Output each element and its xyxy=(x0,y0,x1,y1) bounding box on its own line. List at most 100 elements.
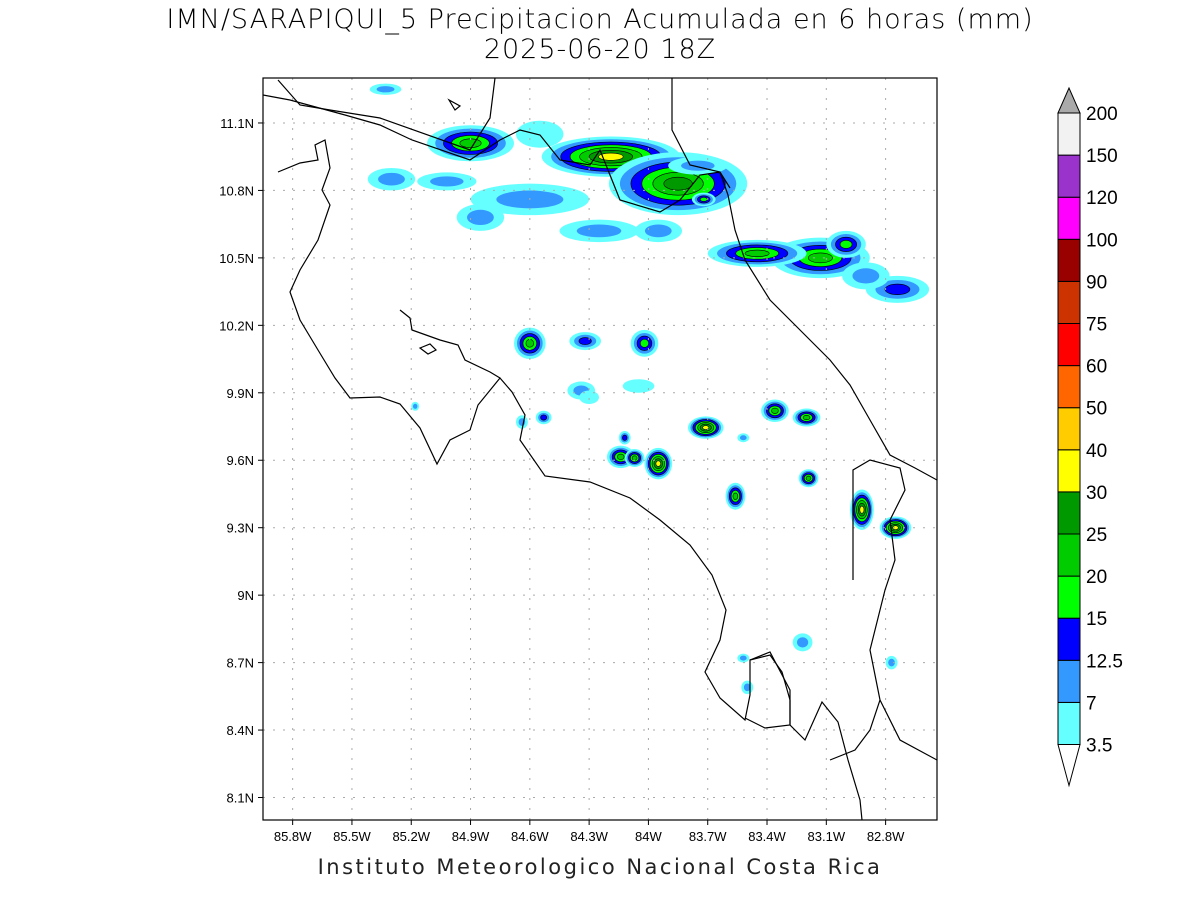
rain-cell xyxy=(624,449,645,467)
rain-contour-30 xyxy=(655,460,662,467)
lat-tick-label: 10.2N xyxy=(219,318,254,333)
colorbar-box xyxy=(1057,365,1081,409)
rain-cell xyxy=(792,633,813,652)
rain-cell xyxy=(427,125,515,162)
rain-contour-20 xyxy=(617,453,625,460)
rain-contour-20 xyxy=(802,415,811,421)
rain-contour-20 xyxy=(805,475,812,481)
rain-contour-7 xyxy=(739,655,747,661)
rain-contour-7 xyxy=(576,224,622,238)
rain-cell xyxy=(515,415,528,429)
lon-tick-label: 83.4W xyxy=(748,829,786,844)
rain-contour-12.5 xyxy=(884,283,911,295)
map-subtitle: 2025-06-20 18Z xyxy=(483,34,717,65)
lat-tick-label: 8.7N xyxy=(227,656,254,671)
lat-tick-label: 9.9N xyxy=(227,386,254,401)
rain-contour-30 xyxy=(859,505,865,514)
panama-border xyxy=(829,459,937,761)
rain-cell xyxy=(456,203,505,231)
lon-tick-label: 85.8W xyxy=(274,829,312,844)
colorbar-box xyxy=(1057,112,1081,156)
lake-nicaragua-shore xyxy=(277,78,496,151)
rain-contour-7 xyxy=(852,268,880,284)
colorbar-min-arrow xyxy=(1057,744,1081,788)
rain-cell xyxy=(559,219,639,243)
rain-contour-7 xyxy=(412,403,418,409)
colorbar-label: 100 xyxy=(1086,230,1118,251)
rain-cell xyxy=(634,219,683,243)
nicoya-gulf-coast xyxy=(399,309,501,379)
rain-cell xyxy=(725,482,746,510)
colorbar-box xyxy=(1057,659,1081,703)
lon-tick-label: 84W xyxy=(635,829,662,844)
colorbar-label: 50 xyxy=(1086,399,1107,420)
colorbar: 3.5 7 12.5 15 20 25 30 40 50 60 75 90 100 120 150 200 xyxy=(1057,86,1123,788)
lat-tick-label: 10.5N xyxy=(219,251,254,266)
footer-credit: Instituto Meteorologico Nacional Costa R… xyxy=(317,855,883,879)
rain-contour-20 xyxy=(732,492,739,500)
plot-frame xyxy=(262,77,938,821)
rain-contour-7 xyxy=(644,224,672,238)
rain-contour-12.5 xyxy=(578,337,592,345)
rain-cell xyxy=(687,416,724,439)
colorbar-label: 7 xyxy=(1086,693,1097,714)
colorbar-box xyxy=(1057,575,1081,619)
colorbar-box xyxy=(1057,238,1081,282)
rain-cell xyxy=(417,172,477,191)
rain-cell xyxy=(792,408,821,427)
rain-contour-15 xyxy=(639,338,649,348)
rain-cell xyxy=(737,653,750,663)
rain-cell xyxy=(826,230,866,258)
rain-contour-12.5 xyxy=(540,414,548,421)
colorbar-box xyxy=(1057,323,1081,367)
rain-contour-15 xyxy=(839,240,853,249)
rain-cell xyxy=(515,120,564,148)
rain-cell xyxy=(618,431,631,445)
colorbar-box xyxy=(1057,154,1081,198)
nicaragua-border xyxy=(263,94,731,213)
rain-contour-20 xyxy=(807,252,833,264)
lat-tick-label: 9N xyxy=(237,588,254,603)
rain-cell xyxy=(798,469,819,488)
rain-contour-7 xyxy=(743,683,751,692)
rain-cell xyxy=(514,327,546,360)
lat-tick-label: 10.8N xyxy=(219,183,254,198)
colorbar-label: 90 xyxy=(1086,272,1107,293)
rain-contour-7 xyxy=(376,86,395,93)
rain-cell xyxy=(850,489,874,530)
colorbar-box xyxy=(1057,617,1081,661)
pacific-coastline xyxy=(277,139,863,820)
rain-contour-12.5 xyxy=(622,434,628,441)
rain-contour-25 xyxy=(663,176,693,191)
colorbar-label: 20 xyxy=(1086,567,1107,588)
coastlines-borders xyxy=(263,78,937,820)
rain-contour-7 xyxy=(739,435,747,441)
lon-tick-label: 84.9W xyxy=(452,829,490,844)
lon-tick-label: 83.1W xyxy=(808,829,846,844)
rain-contour-3.5 xyxy=(579,390,600,405)
gulf-island xyxy=(418,343,438,355)
lat-tick-label: 8.1N xyxy=(227,791,254,806)
rain-contour-20 xyxy=(631,455,638,461)
rain-contour-20 xyxy=(771,407,779,414)
colorbar-box xyxy=(1057,407,1081,451)
rain-cell xyxy=(644,447,673,480)
rain-cell xyxy=(885,655,898,670)
axis-ticks: 85.8W 85.5W 85.2W 84.9W 84.6W 84.3W 84W 83.7W 83… xyxy=(219,116,905,844)
colorbar-label: 40 xyxy=(1086,441,1107,462)
lon-tick-label: 84.3W xyxy=(570,829,608,844)
map-title: IMN/SARAPIQUI_5 Precipitacion Acumulada … xyxy=(166,4,1034,35)
lat-tick-label: 11.1N xyxy=(220,116,254,131)
rain-contour-7 xyxy=(378,172,405,186)
colorbar-max-arrow xyxy=(1057,86,1081,114)
rain-cell xyxy=(411,401,420,411)
rain-cell xyxy=(761,399,789,423)
colorbar-label: 75 xyxy=(1086,315,1107,336)
lon-tick-label: 83.7W xyxy=(689,829,727,844)
caribbean-coastline xyxy=(671,78,937,481)
rain-cell xyxy=(622,379,655,393)
lake-island xyxy=(447,98,462,111)
grid-lines xyxy=(263,78,937,820)
